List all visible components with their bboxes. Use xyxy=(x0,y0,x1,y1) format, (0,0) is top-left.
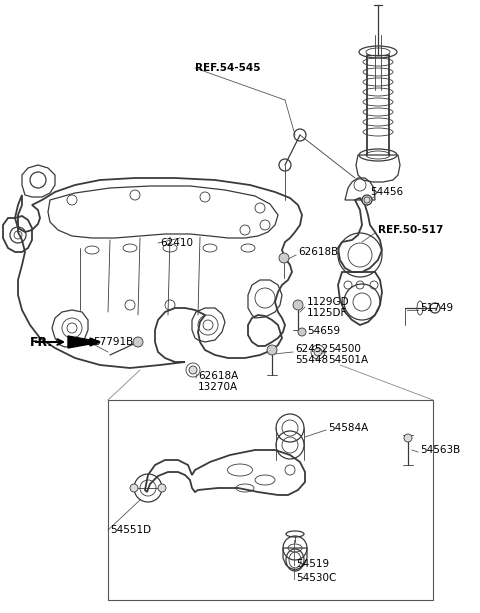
Circle shape xyxy=(298,328,306,336)
Text: 1129GD: 1129GD xyxy=(307,297,349,307)
Circle shape xyxy=(293,300,303,310)
Text: 62410: 62410 xyxy=(160,238,193,248)
Text: 54530C: 54530C xyxy=(296,573,336,583)
Polygon shape xyxy=(68,336,100,348)
Text: 51749: 51749 xyxy=(420,303,453,313)
Text: 54501A: 54501A xyxy=(328,355,368,365)
Text: 54563B: 54563B xyxy=(420,445,460,455)
Circle shape xyxy=(314,348,322,356)
Text: FR.: FR. xyxy=(30,335,53,349)
Text: 54659: 54659 xyxy=(307,326,340,336)
Text: 57791B: 57791B xyxy=(93,337,133,347)
Text: 1125DF: 1125DF xyxy=(307,308,348,318)
Text: 54500: 54500 xyxy=(328,344,361,354)
Text: REF.54-545: REF.54-545 xyxy=(195,63,261,73)
Text: 62618A: 62618A xyxy=(198,371,238,381)
Circle shape xyxy=(279,253,289,263)
Text: 62618B: 62618B xyxy=(298,247,338,257)
Circle shape xyxy=(362,195,372,205)
Text: 54456: 54456 xyxy=(370,187,403,197)
Circle shape xyxy=(133,337,143,347)
Circle shape xyxy=(267,345,277,355)
Text: 13270A: 13270A xyxy=(198,382,238,392)
Circle shape xyxy=(130,484,138,492)
Text: 62452: 62452 xyxy=(295,344,328,354)
Circle shape xyxy=(404,434,412,442)
Circle shape xyxy=(189,366,197,374)
Text: 54584A: 54584A xyxy=(328,423,368,433)
Text: 54551D: 54551D xyxy=(110,525,151,535)
Text: 55448: 55448 xyxy=(295,355,328,365)
Text: 54519: 54519 xyxy=(296,559,329,569)
Circle shape xyxy=(158,484,166,492)
Text: REF.50-517: REF.50-517 xyxy=(378,225,444,235)
